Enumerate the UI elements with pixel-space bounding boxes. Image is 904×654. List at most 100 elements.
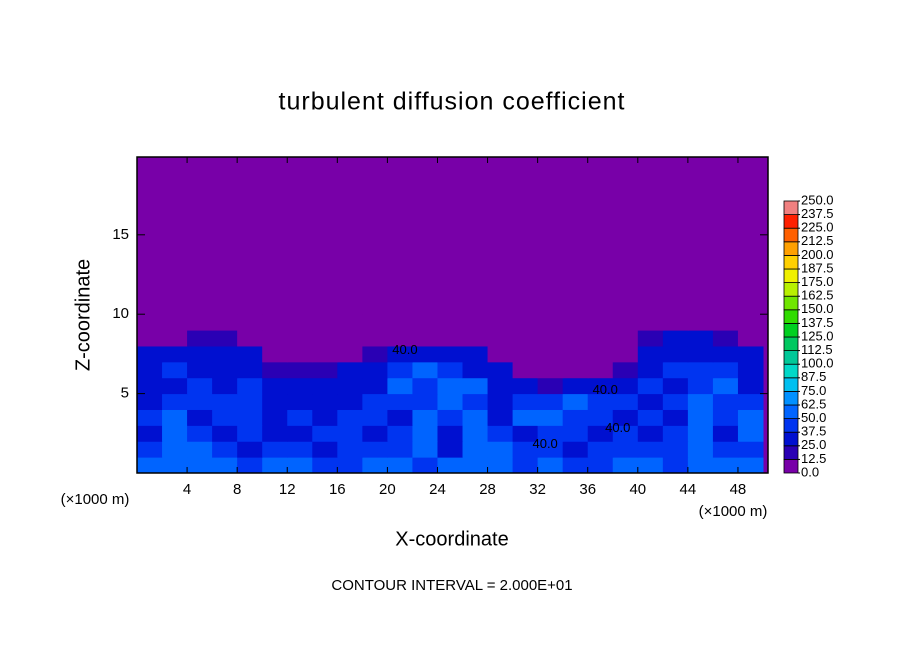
field-cell xyxy=(387,361,413,379)
x-tick-label: 28 xyxy=(479,481,496,498)
field-cell xyxy=(537,441,564,458)
field-cell xyxy=(562,457,589,474)
field-cell xyxy=(487,345,514,363)
field-cell xyxy=(562,425,589,442)
field-cell xyxy=(362,314,388,331)
field-cell xyxy=(612,425,639,442)
x-tick-label: 44 xyxy=(680,481,697,498)
field-cell xyxy=(162,441,188,458)
field-cell xyxy=(662,457,689,474)
colorbar-label: 125.0 xyxy=(801,328,834,343)
field-cell xyxy=(287,330,313,347)
x-tick-label: 12 xyxy=(279,481,296,498)
field-cell xyxy=(487,330,514,347)
field-cell xyxy=(412,425,438,442)
field-cell xyxy=(512,345,539,363)
field-cell xyxy=(262,409,288,426)
field-cell xyxy=(687,314,714,331)
field-cell xyxy=(687,409,714,426)
x-tick-label: 4 xyxy=(183,481,191,498)
field-cell xyxy=(512,409,539,426)
colorbar-label: 50.0 xyxy=(801,410,826,425)
field-cell xyxy=(387,457,413,474)
field-cell xyxy=(587,393,614,410)
field-cell xyxy=(412,441,438,458)
field-cell xyxy=(187,361,213,379)
field-cell xyxy=(562,377,589,395)
field-cell xyxy=(212,330,238,347)
field-cell xyxy=(137,377,163,395)
field-cell xyxy=(737,425,764,442)
field-cell xyxy=(262,425,288,442)
field-cell xyxy=(187,393,213,410)
field-cell xyxy=(212,441,238,458)
field-cell xyxy=(137,425,163,442)
colorbar-swatch xyxy=(783,336,799,352)
field-cell xyxy=(712,441,739,458)
field-cell xyxy=(662,441,689,458)
field-cell xyxy=(687,345,714,363)
field-cell xyxy=(662,377,689,395)
field-cell xyxy=(587,409,614,426)
x-tick-label: 24 xyxy=(429,481,446,498)
field-cell xyxy=(712,361,739,379)
field-cell xyxy=(337,425,363,442)
field-cell xyxy=(537,345,564,363)
colorbar-swatch xyxy=(783,350,799,365)
field-cell xyxy=(662,393,689,410)
field-cell xyxy=(287,409,313,426)
field-cell xyxy=(487,425,514,442)
field-cell xyxy=(137,441,163,458)
field-cell xyxy=(712,377,739,395)
field-cell xyxy=(687,361,714,379)
field-cell xyxy=(187,441,213,458)
field-cell xyxy=(462,409,489,426)
field-cell xyxy=(187,330,213,347)
x-tick-label: 40 xyxy=(629,481,646,498)
field-cell xyxy=(412,314,438,331)
field-cell xyxy=(237,409,263,426)
field-cell xyxy=(137,345,163,363)
field-cell xyxy=(387,393,413,410)
field-cell xyxy=(512,425,539,442)
contour-label: 40.0 xyxy=(605,420,630,435)
x-axis-label: X-coordinate xyxy=(395,528,508,550)
field-cell xyxy=(537,377,564,395)
field-cell xyxy=(637,409,664,426)
field-cell xyxy=(337,377,363,395)
field-cell xyxy=(137,314,163,331)
field-cell xyxy=(212,457,238,474)
field-cell xyxy=(287,345,313,363)
field-cell xyxy=(462,425,489,442)
field-cell xyxy=(537,330,564,347)
field-cell xyxy=(612,457,639,474)
field-cell xyxy=(262,457,288,474)
colorbar-label: 237.5 xyxy=(801,206,834,221)
x-tick-label: 48 xyxy=(730,481,747,498)
contour-interval: CONTOUR INTERVAL = 2.000E+01 xyxy=(331,577,572,594)
field-cell xyxy=(337,345,363,363)
field-cell xyxy=(212,314,238,331)
field-cell xyxy=(312,457,338,474)
field-cell xyxy=(712,345,739,363)
field-cell xyxy=(462,393,489,410)
field-cell xyxy=(337,393,363,410)
colorbar-label: 200.0 xyxy=(801,247,834,262)
field-cell xyxy=(187,314,213,331)
x-tick-label: 16 xyxy=(329,481,346,498)
field-cell xyxy=(737,361,764,379)
field-cell xyxy=(587,345,614,363)
field-cell xyxy=(287,314,313,331)
field-cell xyxy=(637,393,664,410)
field-cell xyxy=(537,361,564,379)
field-cell xyxy=(512,393,539,410)
field-cell xyxy=(362,425,388,442)
colorbar-swatch xyxy=(783,363,799,379)
x-unit-label: (×1000 m) xyxy=(699,503,768,520)
field-cell xyxy=(262,393,288,410)
field-cell xyxy=(387,330,413,347)
x-tick-label: 8 xyxy=(233,481,241,498)
plot-frame xyxy=(136,156,769,474)
field-cell xyxy=(162,314,188,331)
colorbar-label: 112.5 xyxy=(801,342,833,357)
